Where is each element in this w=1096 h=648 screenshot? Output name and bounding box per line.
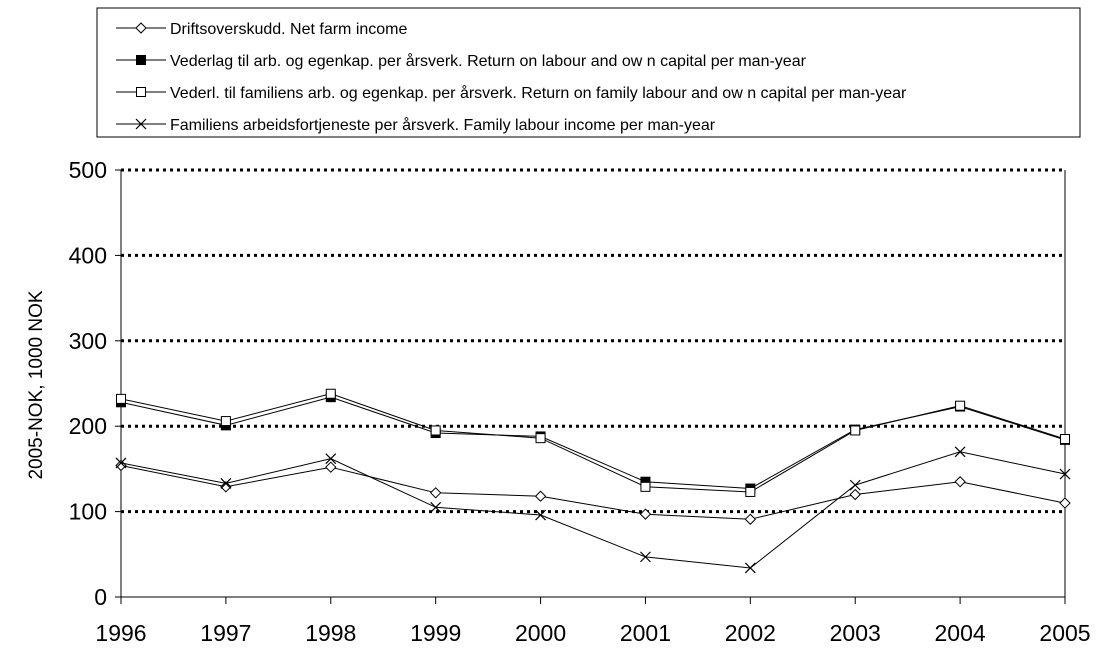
data-point [325, 453, 337, 465]
x-tick-label: 2003 [830, 620, 881, 646]
y-tick-labels: 0 100 200 300 400 500 [69, 157, 107, 610]
y-tick-label: 0 [94, 584, 107, 610]
legend-label: Familiens arbeidsfortjeneste per årsverk… [170, 116, 716, 134]
legend-item: Familiens arbeidsfortjeneste per årsverk… [116, 116, 716, 134]
data-point [849, 479, 861, 491]
data-point [744, 513, 757, 525]
data-point [115, 457, 127, 469]
legend-marker [136, 55, 146, 65]
x-tick-label: 2005 [1039, 620, 1090, 646]
y-axis-label: 2005-NOK, 1000 NOK [26, 290, 47, 479]
x-tick-label: 2004 [935, 620, 986, 646]
series-4 [115, 446, 1071, 574]
data-point [220, 481, 232, 493]
data-point [220, 477, 232, 489]
x-tick-label: 1996 [95, 620, 146, 646]
data-point [954, 476, 966, 488]
axes [115, 169, 1066, 604]
data-point [535, 433, 546, 444]
x-tick-label: 2000 [515, 620, 566, 646]
data-point [429, 487, 442, 499]
data-point [640, 551, 651, 563]
series-line [120, 393, 1066, 493]
x-tick-label: 2001 [620, 620, 671, 646]
legend-label: Vederl. til familiens arb. og egenkap. p… [170, 84, 907, 102]
data-point [430, 501, 442, 513]
series-1 [115, 459, 1071, 525]
data-point [1059, 468, 1071, 480]
y-tick-label: 300 [69, 328, 107, 354]
data-point [955, 400, 966, 411]
x-tick-label: 1998 [305, 620, 356, 646]
y-tick-label: 200 [69, 413, 107, 439]
data-point [534, 490, 547, 502]
x-tick-label: 2002 [725, 620, 776, 646]
series-lines [115, 388, 1071, 574]
legend-label: Driftsoverskudd. Net farm income [170, 21, 408, 38]
data-point [639, 508, 652, 520]
data-point [850, 425, 861, 436]
grid-lines [121, 168, 1065, 514]
data-point [325, 461, 337, 473]
y-tick-label: 500 [69, 157, 107, 183]
legend-marker [135, 118, 147, 130]
series-3 [116, 388, 1070, 497]
data-point [640, 481, 651, 492]
legend-item: Vederl. til familiens arb. og egenkap. p… [116, 84, 907, 102]
data-point [745, 486, 756, 497]
series-line [120, 451, 1066, 569]
legend-marker [135, 22, 147, 34]
legend: Driftsoverskudd. Net farm income Vederlag… [96, 7, 1081, 138]
data-point [1059, 497, 1071, 509]
legend-label: Vederlag til arb. og egenkap. per årsver… [170, 52, 807, 70]
x-tick-label: 1997 [200, 620, 251, 646]
data-point [849, 488, 861, 501]
legend-marker [136, 87, 146, 97]
data-point [430, 425, 441, 436]
y-tick-label: 400 [69, 242, 107, 268]
legend-item: Vederlag til arb. og egenkap. per årsver… [116, 52, 807, 70]
series-2 [116, 392, 1070, 494]
data-point [220, 416, 231, 427]
data-point [325, 388, 336, 399]
series-line [120, 465, 1066, 520]
legend-box [96, 7, 1081, 138]
data-point [116, 393, 126, 404]
legend-item: Driftsoverskudd. Net farm income [116, 21, 408, 38]
data-point [115, 459, 127, 472]
y-tick-label: 100 [69, 499, 107, 525]
data-point [744, 562, 756, 574]
x-tick-label: 1999 [410, 620, 461, 646]
x-tick-labels: 1996 1997 1998 1999 2000 2001 2002 2003 2004 2005 [95, 620, 1090, 646]
data-point [1060, 434, 1070, 445]
data-point [954, 446, 966, 458]
data-point [535, 509, 546, 521]
